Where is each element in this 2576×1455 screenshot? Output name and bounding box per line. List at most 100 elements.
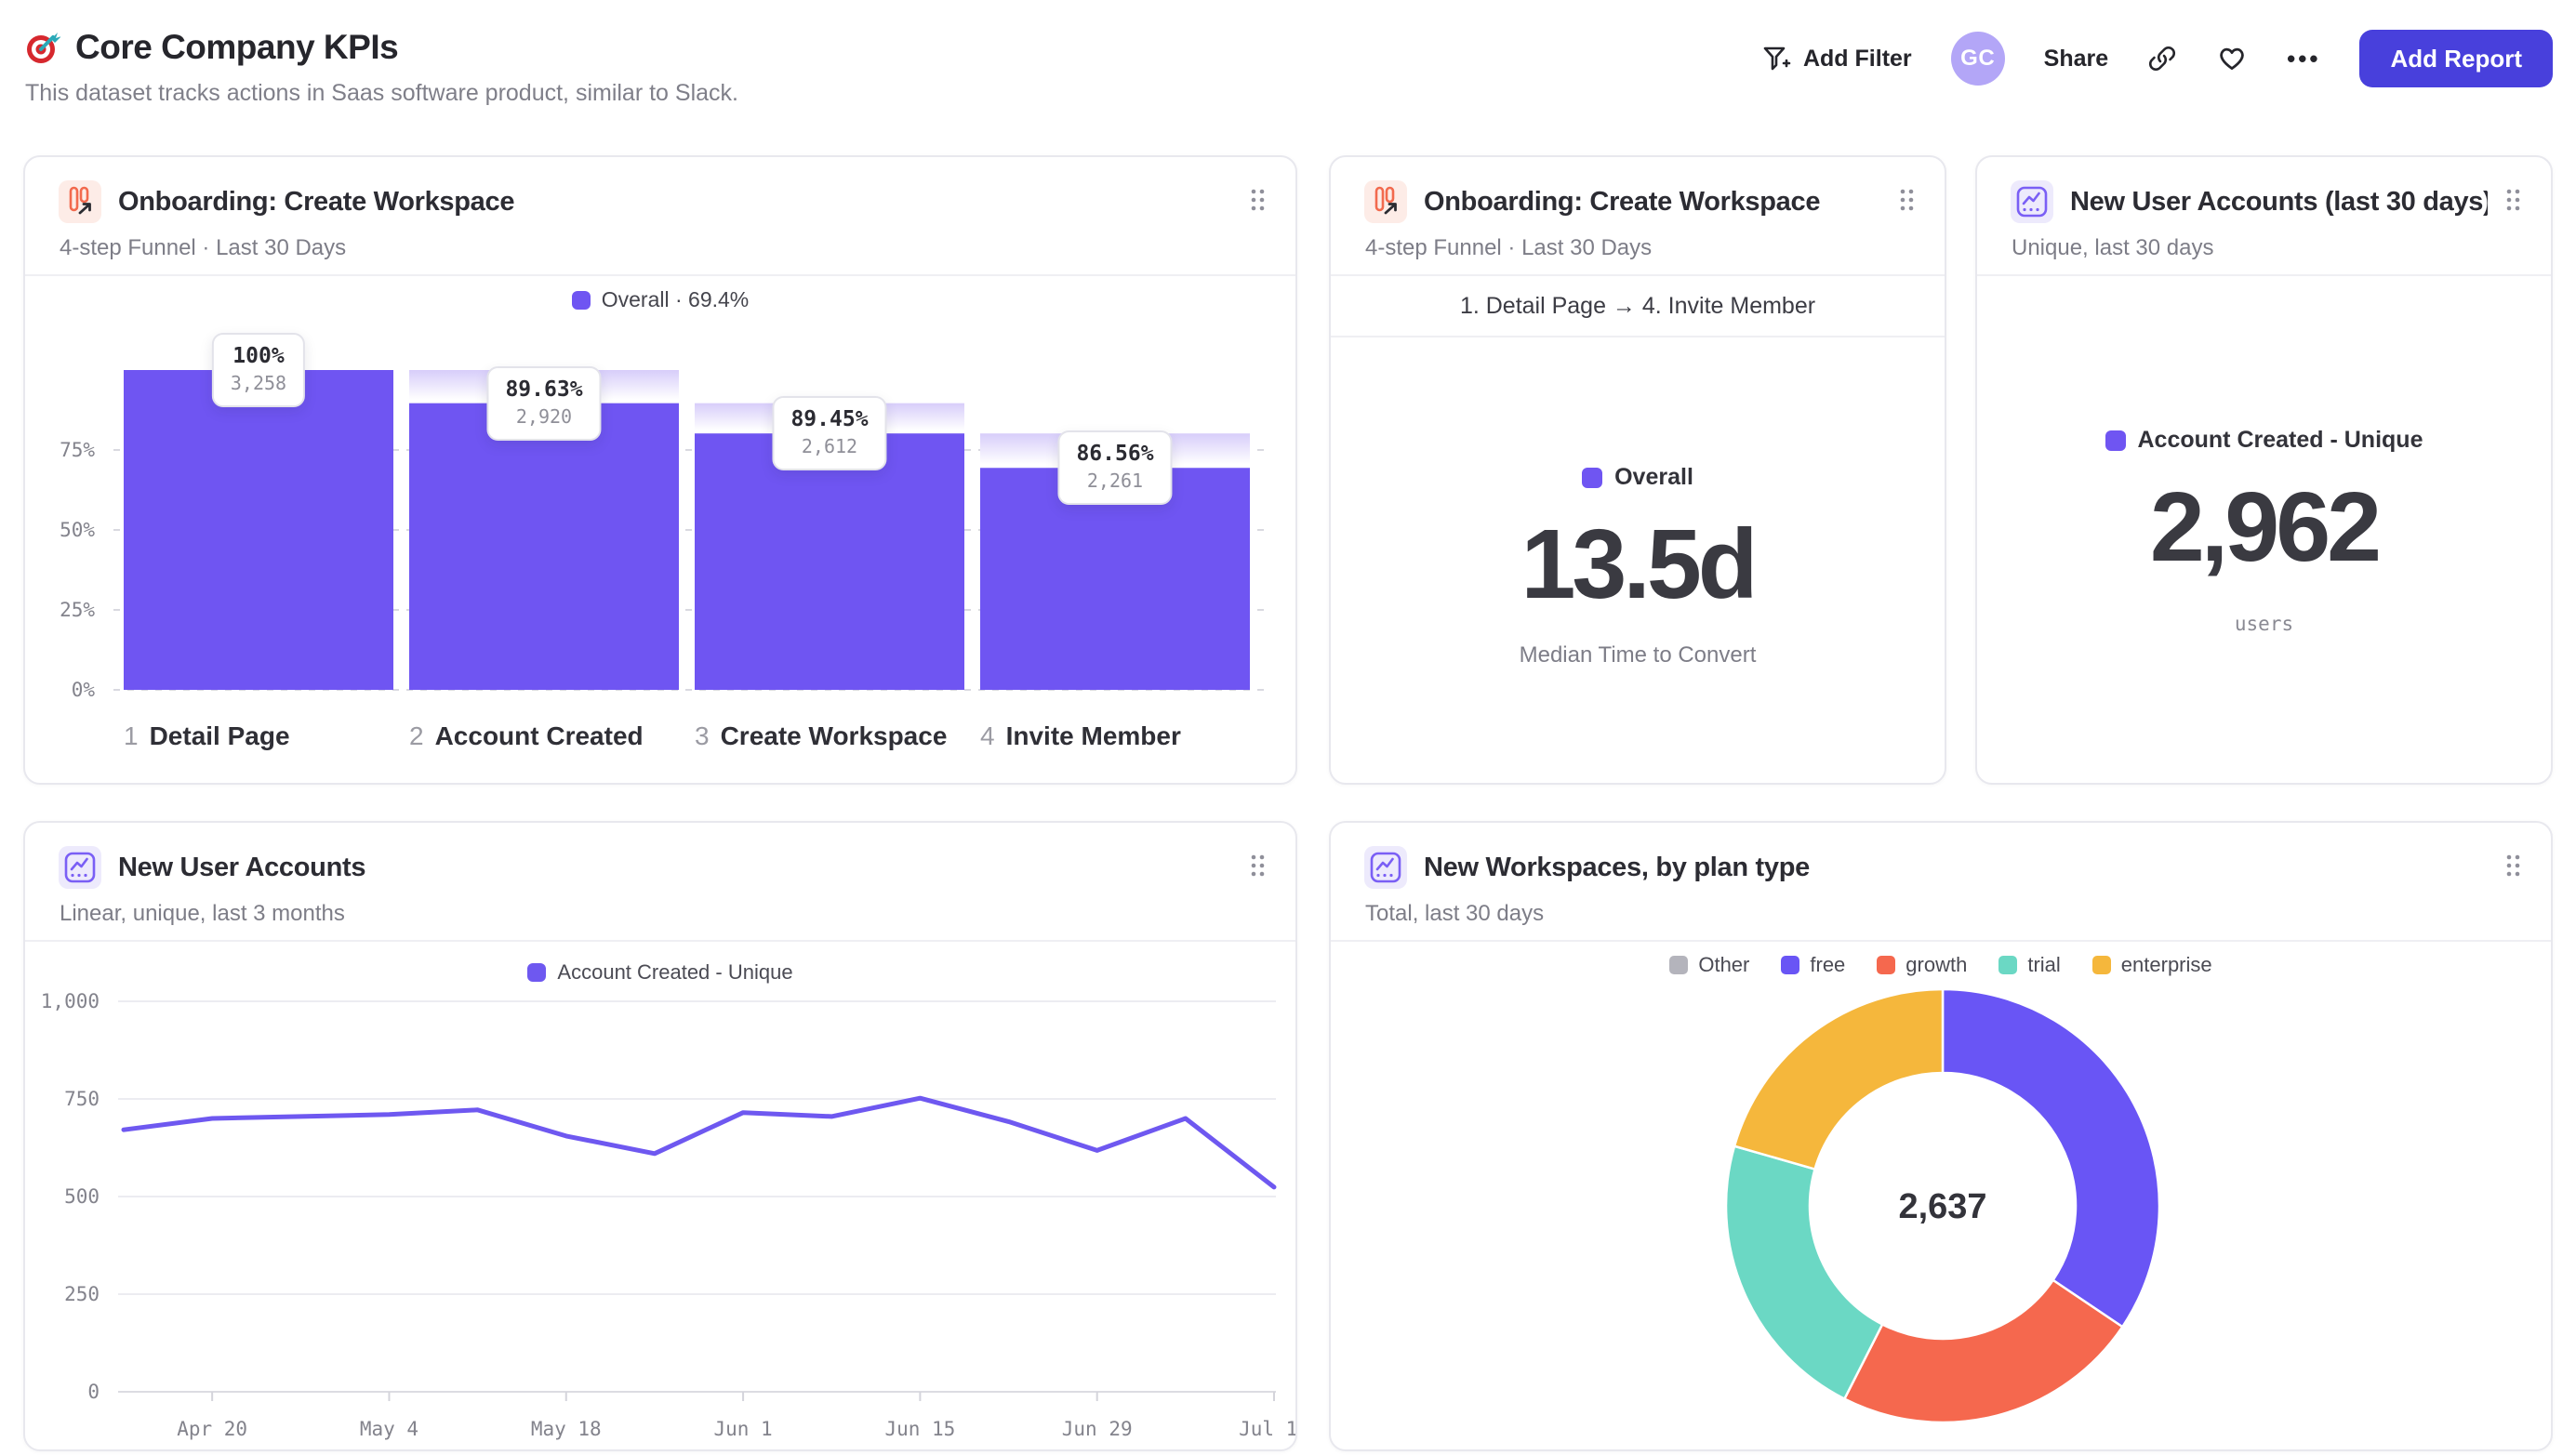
x-axis-label: Jul 13 [1239, 1418, 1295, 1440]
line-series[interactable] [121, 1095, 1277, 1190]
legend-item-enterprise[interactable]: enterprise [2091, 953, 2212, 977]
new-users-trend-card: New User Accounts Linear, unique, last 3… [23, 821, 1309, 1451]
card-subtitle: 4-step Funnel · Last 30 Days [60, 235, 347, 260]
funnel-step-label: 1 Detail Page [124, 721, 290, 750]
x-axis-label: May 18 [531, 1418, 602, 1440]
add-report-button[interactable]: Add Report [2359, 30, 2553, 87]
funnel-bar[interactable] [695, 433, 964, 690]
drag-handle-icon[interactable] [2504, 853, 2523, 882]
more-options-button[interactable]: ••• [2287, 44, 2321, 73]
line-legend[interactable]: Account Created - Unique [25, 960, 1295, 985]
divider [1331, 274, 1945, 276]
x-axis-label: May 4 [360, 1418, 418, 1440]
funnel-count: 2,261 [1086, 470, 1144, 493]
legend-label: free [1810, 953, 1846, 976]
legend-item-trial[interactable]: trial [1998, 953, 2061, 977]
card-title: New User Accounts [118, 852, 366, 882]
x-axis-label: Jun 15 [884, 1418, 955, 1440]
metric-legend[interactable]: Overall [1331, 464, 1945, 491]
favorite-button[interactable] [2216, 43, 2248, 74]
y-axis-label: 25% [60, 599, 95, 621]
y-axis-label: 75% [60, 439, 95, 461]
funnel-conversion-pct: 89.63% [505, 377, 583, 402]
donut-slice-enterprise[interactable] [1733, 987, 1945, 1171]
legend-swatch [1582, 467, 1603, 488]
card-subtitle: Linear, unique, last 3 months [60, 901, 345, 926]
card-subtitle: Total, last 30 days [1365, 901, 1545, 926]
new-users-30d-card: New User Accounts (last 30 days) Unique,… [1975, 155, 2553, 785]
legend-item-other[interactable]: Other [1669, 953, 1749, 977]
card-subtitle: 4-step Funnel · Last 30 Days [1365, 235, 1653, 260]
y-axis-label: 500 [64, 1185, 100, 1208]
funnel-step-label: 2 Account Created [409, 721, 644, 750]
funnel-bar[interactable] [409, 403, 679, 690]
divider [25, 274, 1295, 276]
x-axis-label: Jun 1 [713, 1418, 772, 1440]
share-button[interactable]: Share [2043, 45, 2109, 72]
card-subtitle: Unique, last 30 days [2012, 235, 2214, 260]
legend-swatch [527, 963, 547, 982]
y-axis-label: 0% [72, 679, 96, 701]
legend-swatch [1781, 956, 1800, 974]
line-report-icon [59, 846, 101, 889]
donut-slice-free[interactable] [1941, 987, 2161, 1329]
metric-value: 13.5d [1520, 509, 1758, 619]
workspaces-by-plan-card: New Workspaces, by plan type Total, last… [1329, 821, 2553, 1451]
legend-item-growth[interactable]: growth [1877, 953, 1967, 977]
card-title: Onboarding: Create Workspace [118, 186, 515, 217]
divider [1331, 940, 2551, 942]
funnel-count: 3,258 [230, 372, 287, 394]
legend-swatch [1998, 956, 2018, 974]
copy-link-button[interactable] [2147, 44, 2177, 73]
x-axis-label: Apr 20 [177, 1418, 247, 1440]
funnel-tooltip: 100% 3,258 [211, 333, 306, 407]
metric-value: 2,962 [2149, 472, 2382, 582]
line-chart: 1,000 750 500 250 0 Apr 20 May 4 May 18 Jun 1 Jun… [25, 981, 1309, 1450]
funnel-report-icon [1364, 180, 1407, 223]
funnel-tooltip: 86.56% 2,261 [1057, 430, 1173, 506]
dashboard-header: Core Company KPIs This dataset tracks ac… [25, 17, 2553, 138]
legend-swatch [1669, 956, 1689, 974]
page-subtitle: This dataset tracks actions in Saas soft… [25, 80, 738, 106]
y-axis-label: 250 [64, 1283, 100, 1305]
legend-swatch [2091, 956, 2111, 974]
donut-chart: 2,637 [1724, 987, 2161, 1424]
avatar[interactable]: GC [1950, 32, 2005, 86]
legend-label: Other [1698, 953, 1750, 976]
funnel-report-icon [59, 180, 101, 223]
y-axis-label: 0 [87, 1381, 100, 1403]
drag-handle-icon[interactable] [2504, 188, 2523, 217]
donut-slice-trial[interactable] [1724, 1144, 1884, 1400]
funnel-conversion-pct: 100% [232, 344, 285, 368]
link-icon [2147, 44, 2177, 73]
drag-handle-icon[interactable] [1249, 853, 1268, 882]
metric-legend[interactable]: Account Created - Unique [1977, 427, 2551, 454]
funnel-legend[interactable]: Overall · 69.4% [25, 287, 1295, 312]
funnel-tooltip: 89.45% 2,612 [772, 396, 887, 471]
time-to-convert-card: Onboarding: Create Workspace 4-step Funn… [1329, 155, 1946, 785]
funnel-step-label: 3 Create Workspace [695, 721, 947, 750]
funnel-conversion-pct: 86.56% [1076, 442, 1154, 467]
y-axis-label: 750 [64, 1088, 100, 1110]
heart-icon [2216, 43, 2248, 74]
card-title: Onboarding: Create Workspace [1424, 186, 1821, 217]
add-filter-button[interactable]: Add Filter [1760, 43, 1912, 74]
drag-handle-icon[interactable] [1898, 188, 1917, 217]
legend-item-free[interactable]: free [1781, 953, 1845, 977]
card-title: New Workspaces, by plan type [1424, 852, 1810, 882]
donut-slice-growth[interactable] [1843, 1278, 2124, 1424]
line-report-icon [2011, 180, 2053, 223]
x-axis-label: Jun 29 [1062, 1418, 1133, 1440]
y-axis-label: 50% [60, 519, 95, 541]
card-title: New User Accounts (last 30 days) [2070, 186, 2488, 217]
legend-label: enterprise [2120, 953, 2212, 976]
funnel-range-label: 1. Detail Page → 4. Invite Member [1331, 276, 1945, 337]
funnel-conversion-pct: 89.45% [790, 407, 869, 432]
donut-center-total: 2,637 [1898, 1187, 1986, 1226]
legend-label: growth [1905, 953, 1968, 976]
dartboard-icon [25, 30, 60, 65]
funnel-bar[interactable] [124, 370, 393, 690]
legend-label: trial [2027, 953, 2061, 976]
funnel-card: Onboarding: Create Workspace 4-step Funn… [23, 155, 1297, 785]
drag-handle-icon[interactable] [1249, 188, 1268, 217]
